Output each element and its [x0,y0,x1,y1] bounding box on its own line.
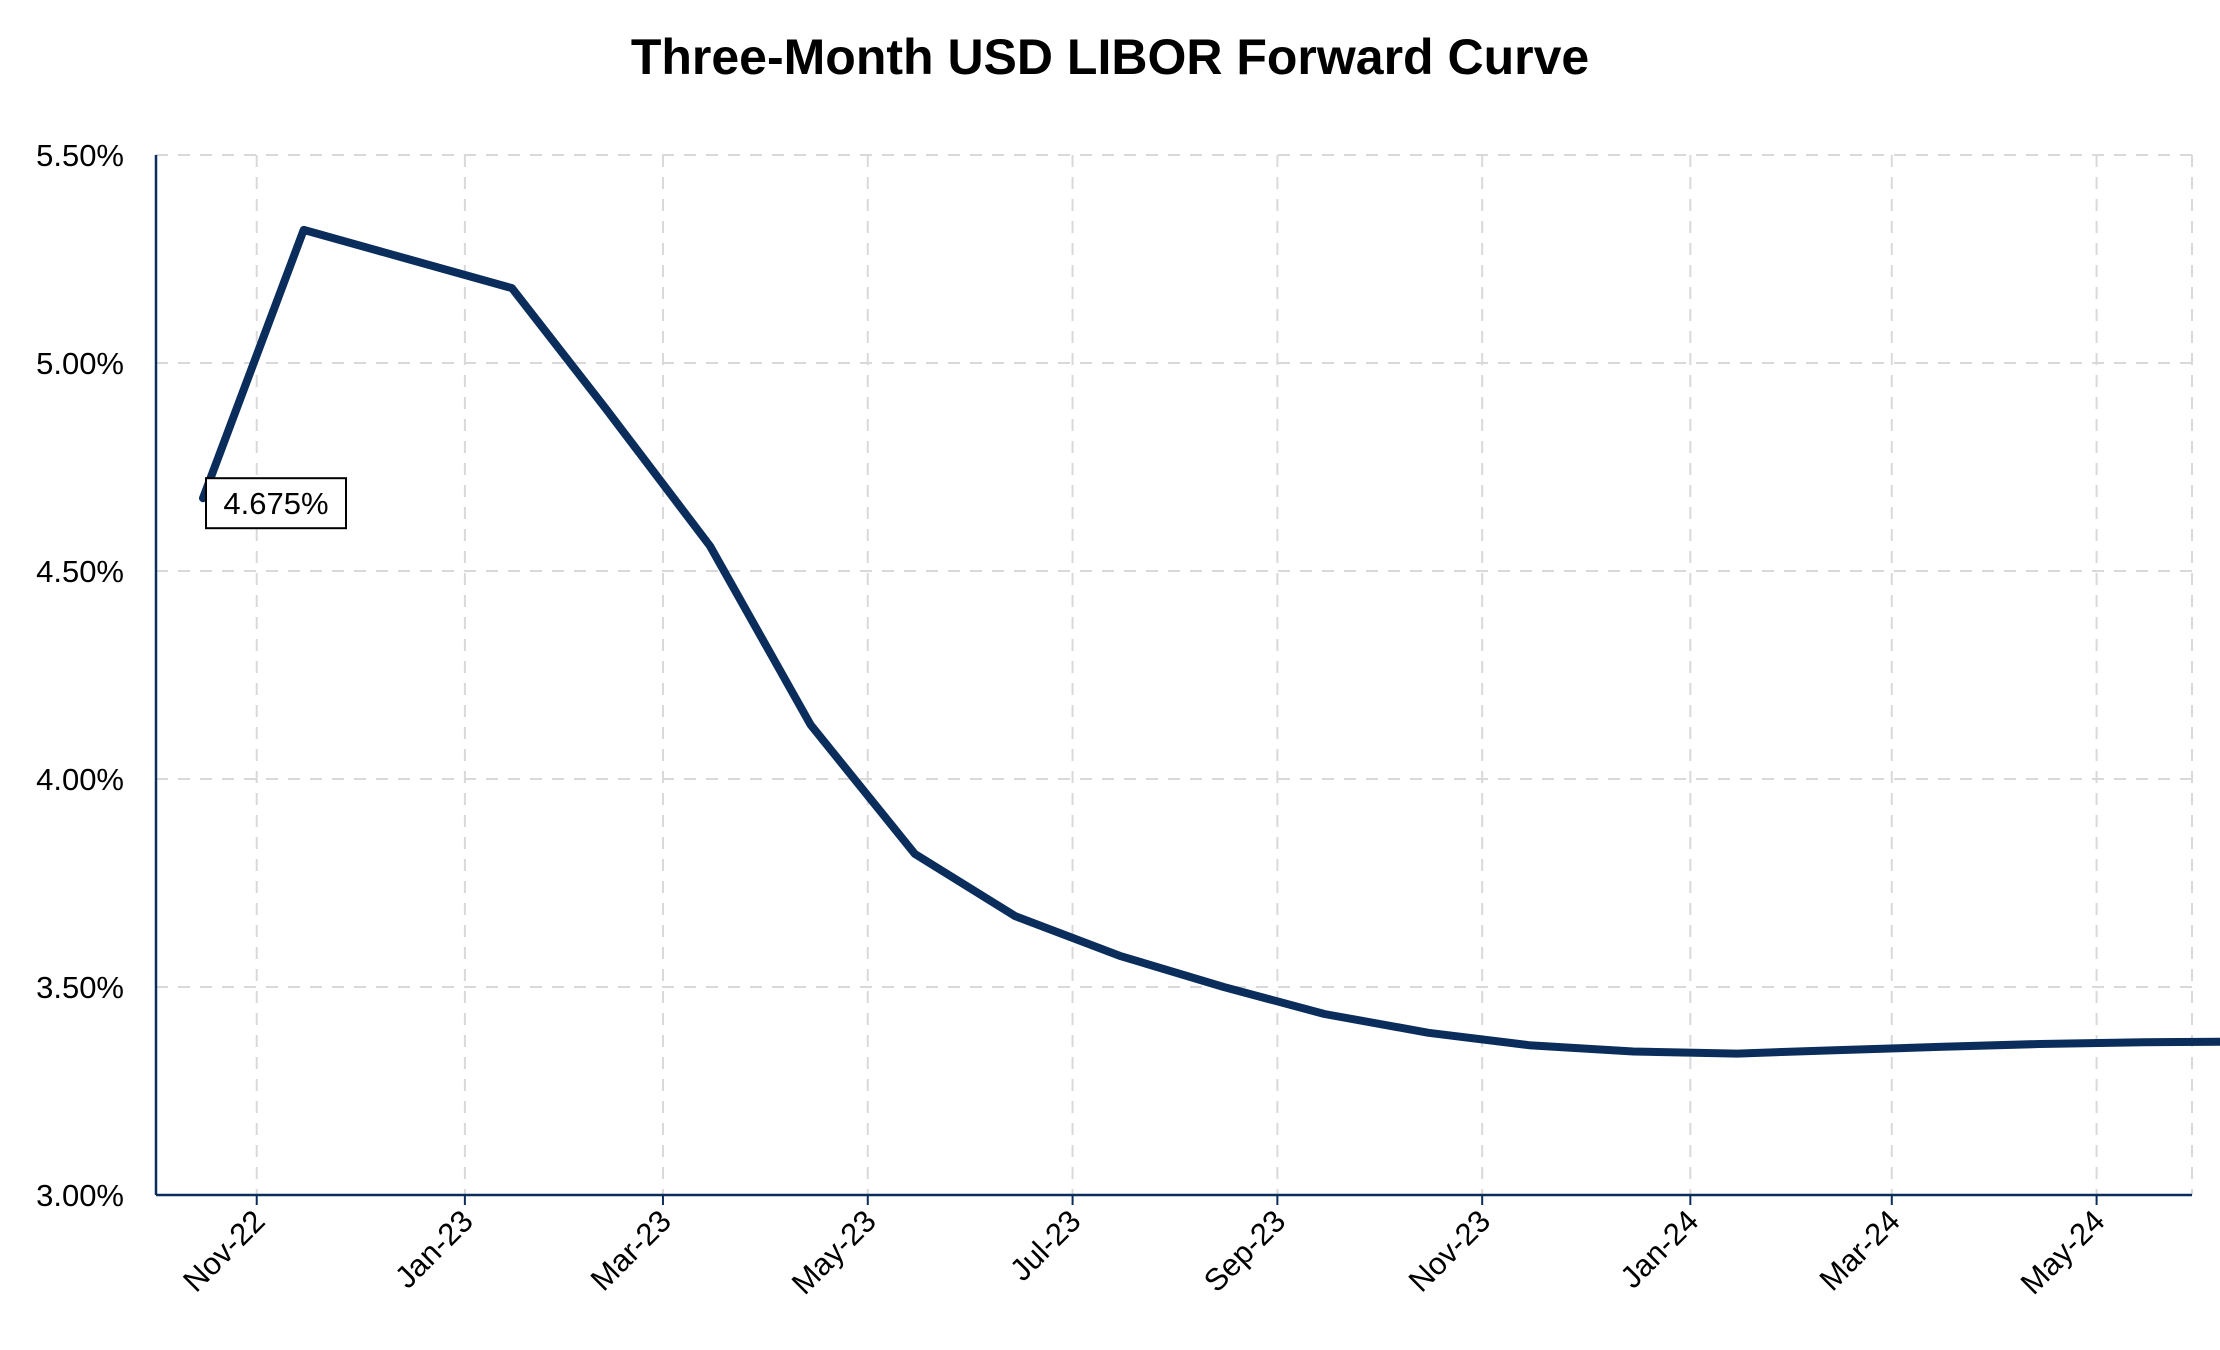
annotation-box [205,477,347,530]
x-tick-label: May-23 [785,1203,883,1301]
x-tick-label: Sep-23 [1197,1203,1292,1298]
x-tick-label: Nov-23 [1402,1203,1497,1298]
x-tick-label: Jul-23 [1003,1203,1087,1287]
x-tick-label: Mar-23 [584,1203,678,1297]
x-tick-label: Nov-22 [176,1203,271,1298]
chart-title: Three-Month USD LIBOR Forward Curve [630,29,1590,85]
y-tick-label: 4.00% [36,762,124,797]
x-tick-label: May-24 [2014,1203,2112,1301]
axes [154,155,2192,1205]
y-tick-label: 3.00% [36,1178,124,1213]
x-tick-label: Mar-24 [1813,1203,1907,1297]
series-line [199,225,2220,1058]
y-axis-ticks: 3.00% 3.50% 4.00% 4.50% 5.00% 5.50% [36,138,124,1213]
x-tick-label: Jan-24 [1614,1203,1706,1295]
series [199,225,2220,1058]
x-axis-ticks: Nov-22 Jan-23 Mar-23 May-23 Jul-23 Sep-23 Nov-… [176,1203,2112,1301]
gridlines [156,154,2193,1195]
y-tick-label: 5.00% [36,346,124,381]
annotation-label: 4.675% [223,486,328,521]
y-tick-label: 3.50% [36,970,124,1005]
x-tick-label: Jan-23 [388,1203,480,1295]
annotations: 4.675% [205,477,347,530]
y-tick-label: 5.50% [36,138,124,173]
y-tick-label: 4.50% [36,554,124,589]
